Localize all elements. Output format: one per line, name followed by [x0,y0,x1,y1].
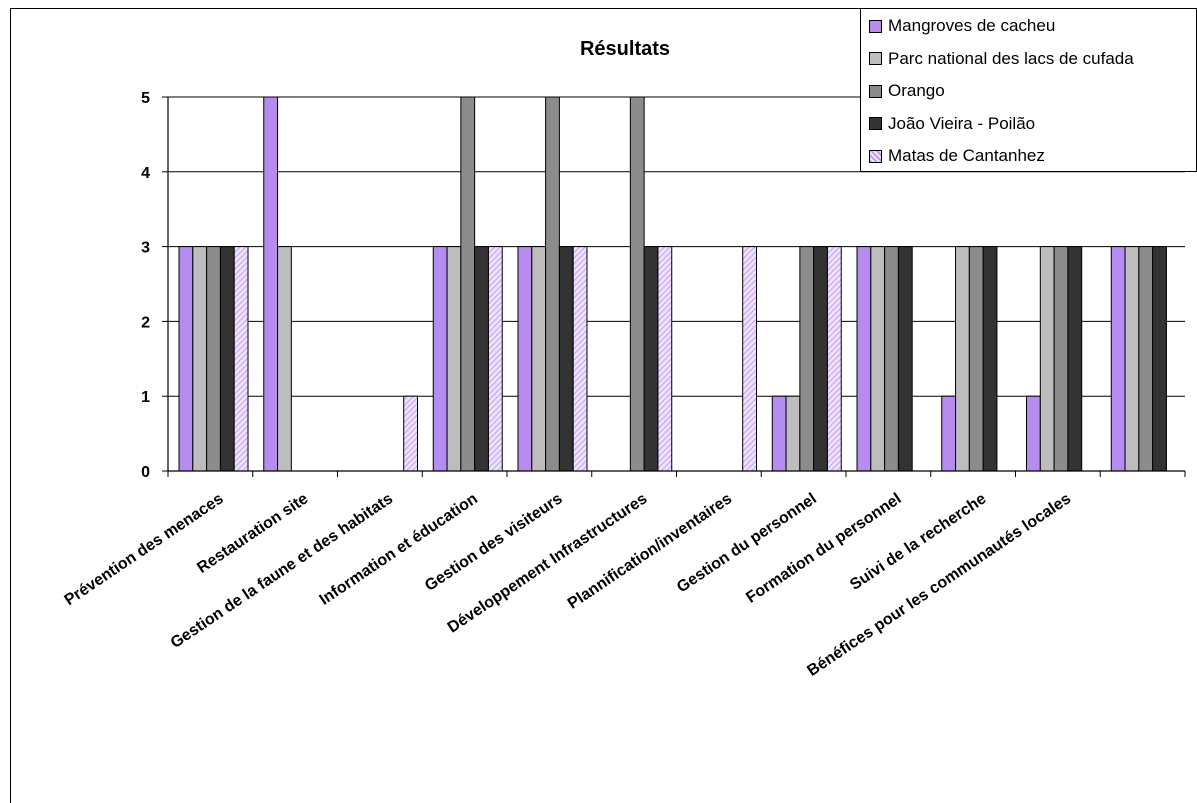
bar [897,246,913,472]
bar [460,96,476,472]
y-tick-label: 1 [141,389,150,406]
bar [178,246,194,472]
bar [968,246,984,472]
bar [1039,246,1055,472]
bar [263,96,279,472]
y-tick-label: 0 [141,464,150,481]
legend-swatch [869,149,882,163]
bar [870,246,886,472]
legend-label: João Vieira - Poilão [888,113,1036,133]
bar [1067,246,1083,472]
bar [531,246,547,472]
bar [629,96,645,472]
bar [771,395,787,472]
chart-frame [10,8,1197,803]
bar [403,395,419,472]
y-tick-labels: 0 1 2 3 4 5 [141,90,150,481]
y-tick-label: 2 [141,314,150,331]
bar [785,395,801,472]
bar [432,246,448,472]
legend-label: Parc national des lacs de cufada [888,48,1134,68]
bar [742,246,758,472]
bar [517,246,533,472]
bar [799,246,815,472]
x-tick-label: Plannification/inventaires [565,490,735,613]
bar [1026,395,1041,472]
bar [1124,246,1140,472]
bar [219,246,235,472]
legend-item: Parc national des lacs de cufada [869,48,1134,70]
x-tick-label: Gestion des visiteurs [422,490,566,595]
y-tick-label: 5 [141,90,150,107]
bar [813,246,828,472]
legend-swatch [869,84,882,98]
legend-label: Mangroves de cacheu [888,16,1056,35]
bar [474,246,489,472]
bar [643,246,659,472]
bar [1053,246,1069,472]
legend-item: Matas de Cantanhez [869,145,1045,167]
legend-label: Matas de Cantanhez [888,146,1045,165]
bar [955,246,970,472]
bar [856,246,872,472]
bars [178,96,1167,472]
x-tick-label: Formation du personnel [743,490,904,606]
bar [884,246,899,472]
legend-item: Mangroves de cacheu [869,15,1055,37]
axes [167,97,1186,477]
legend-swatch [869,117,882,130]
legend-swatch [869,52,882,65]
x-tick-label: Gestion du personnel [674,490,820,596]
x-tick-label: Information et éducation [317,490,481,608]
bar [558,246,574,472]
y-tick-label: 3 [141,240,150,257]
bar [826,246,842,472]
bar [192,246,208,472]
bar [657,246,673,472]
x-tick-label: Suivi de la recherche [847,490,989,594]
bar [1152,246,1167,472]
chart-title: Résultats [580,38,670,60]
bar [1138,246,1154,472]
bar [233,246,249,472]
x-tick-label: Prévention des menaces [62,490,227,609]
bar [487,246,503,472]
legend-label: Orango [888,81,945,100]
y-tick-label: 4 [141,165,150,182]
bar [545,96,560,472]
legend-item: Orango [869,80,945,102]
legend: Mangroves de cacheu Parc national des lac… [860,8,1197,172]
bar [1110,246,1126,472]
bar [941,395,957,472]
bar [572,246,588,472]
legend-swatch [869,19,882,33]
bar [982,246,998,472]
bar [206,246,221,472]
bar [277,246,292,472]
legend-item: João Vieira - Poilão [869,113,1035,135]
bar [446,246,462,472]
